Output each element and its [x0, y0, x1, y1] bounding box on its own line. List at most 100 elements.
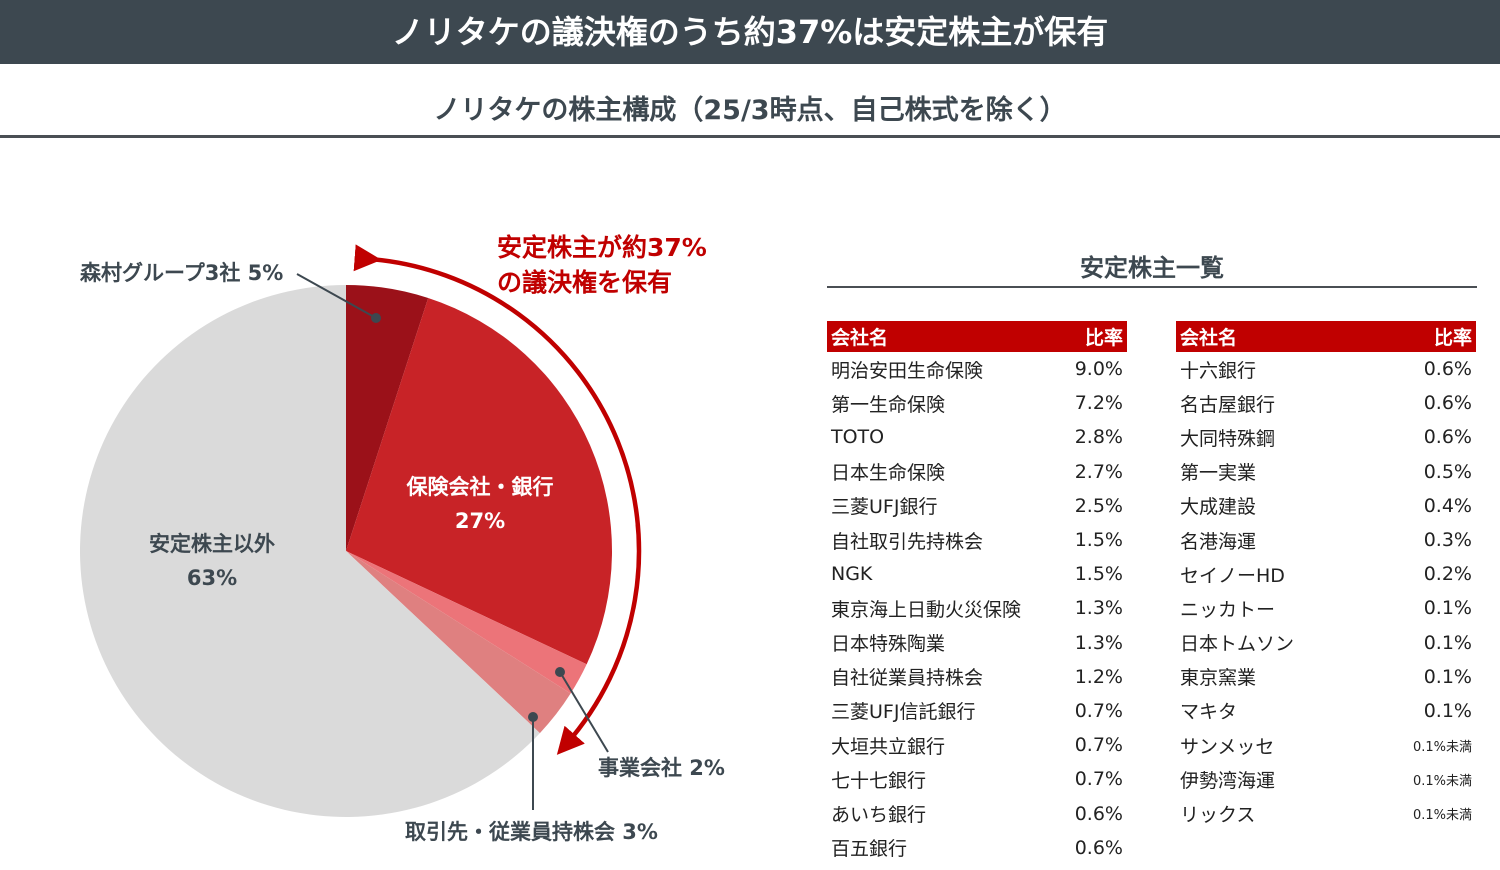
slice-label-insurance-name: 保険会社・銀行: [406, 475, 554, 499]
slice-label-other-value: 63%: [186, 566, 238, 590]
list-title: 安定株主一覧: [1080, 254, 1224, 282]
ratio-value: 0.2%: [1423, 563, 1472, 586]
company-name: あいち銀行: [831, 804, 927, 827]
ratio-value: 0.1%: [1423, 699, 1472, 722]
company-name: 大成建設: [1180, 496, 1257, 519]
table-row: 東京海上日動火災保険 1.3%: [827, 591, 1127, 625]
table-row: リックス 0.1%未満: [1176, 796, 1476, 830]
leader-dot-morimura: [371, 313, 381, 323]
ratio-value: 2.5%: [1074, 494, 1123, 517]
company-name: TOTO: [831, 426, 885, 449]
leader-line-morimura: [296, 273, 377, 319]
table-row: あいち銀行 0.6%: [827, 796, 1127, 830]
callout-line-1: 安定株主が約37%: [497, 233, 707, 262]
company-name: マキタ: [1180, 701, 1238, 724]
ratio-value: 0.6%: [1423, 426, 1472, 449]
page-banner-title: ノリタケの議決権のうち約37%は安定株主が保有: [0, 0, 1500, 64]
table-row: NGK 1.5%: [827, 557, 1127, 591]
ratio-value: 0.6%: [1423, 358, 1472, 381]
subtitle-divider: [0, 135, 1500, 138]
table-row: 日本特殊陶業 1.3%: [827, 626, 1127, 660]
table-row: 十六銀行 0.6%: [1176, 352, 1476, 386]
col-header-ratio: 比率: [1369, 321, 1476, 352]
ratio-value: 2.7%: [1074, 460, 1123, 483]
company-name: 日本特殊陶業: [831, 633, 946, 656]
company-name: 第一生命保険: [831, 393, 946, 416]
slice-label-trading: 取引先・従業員持株会 3%: [405, 820, 658, 844]
company-name: NGK: [831, 563, 873, 586]
company-name: 大垣共立銀行: [831, 735, 946, 758]
company-name: 名古屋銀行: [1180, 393, 1276, 416]
ratio-value: 0.6%: [1423, 392, 1472, 415]
callout-line-2: の議決権を保有: [497, 268, 673, 297]
col-header-ratio: 比率: [1060, 321, 1127, 352]
leader-dot-business: [555, 667, 565, 677]
slice-label-insurance-value: 27%: [454, 509, 506, 533]
ratio-value: 0.6%: [1074, 802, 1123, 825]
company-name: 三菱UFJ銀行: [831, 496, 938, 519]
ratio-value: 1.5%: [1074, 563, 1123, 586]
table-row: 三菱UFJ銀行 2.5%: [827, 489, 1127, 523]
stable-share-callout: 安定株主が約37% の議決権を保有: [497, 230, 707, 300]
ratio-value: 9.0%: [1074, 358, 1123, 381]
ratio-value: 0.6%: [1074, 836, 1123, 859]
company-name: 自社従業員持株会: [831, 667, 984, 690]
ratio-value: 0.1%: [1423, 665, 1472, 688]
ratio-value: 0.5%: [1423, 460, 1472, 483]
table-row: 自社従業員持株会 1.2%: [827, 660, 1127, 694]
company-name: 明治安田生命保険: [831, 359, 984, 382]
table-row: マキタ 0.1%: [1176, 694, 1476, 728]
chart-subtitle: ノリタケの株主構成（25/3時点、自己株式を除く）: [433, 95, 1067, 126]
table-row: セイノーHD 0.2%: [1176, 557, 1476, 591]
ratio-value: 2.8%: [1074, 426, 1123, 449]
table-row: 第一実業 0.5%: [1176, 455, 1476, 489]
stable-shareholders-table-right: 会社名 比率 十六銀行 0.6% 名古屋銀行 0.6% 大同特殊鋼 0.6% 第一実業 0.5%…: [1176, 321, 1476, 831]
ratio-value: 0.7%: [1074, 768, 1123, 791]
pie-chart: [80, 244, 642, 818]
slice-label-morimura: 森村グループ3社 5%: [80, 261, 284, 285]
table-row: サンメッセ 0.1%未満: [1176, 728, 1476, 762]
arrow-arc: [353, 244, 642, 755]
col-header-name: 会社名: [1176, 321, 1370, 352]
company-name: 名港海運: [1180, 530, 1257, 553]
leader-dot-trading: [528, 712, 538, 722]
slice-label-other-name: 安定株主以外: [149, 532, 275, 556]
company-name: 第一実業: [1180, 462, 1257, 485]
table-row: 大成建設 0.4%: [1176, 489, 1476, 523]
ratio-value: 0.1%: [1423, 631, 1472, 654]
company-name: 三菱UFJ信託銀行: [831, 701, 976, 724]
ratio-value: 1.5%: [1074, 529, 1123, 552]
list-divider: [827, 286, 1477, 288]
company-name: 十六銀行: [1180, 359, 1257, 382]
table-row: 三菱UFJ信託銀行 0.7%: [827, 694, 1127, 728]
table-row: 百五銀行 0.6%: [827, 831, 1127, 865]
table-row: ニッカトー 0.1%: [1176, 591, 1476, 625]
ratio-value: 1.3%: [1074, 597, 1123, 620]
table-row: 第一生命保険 7.2%: [827, 386, 1127, 420]
company-name: 日本トムソン: [1180, 633, 1295, 656]
ratio-value: 0.1%未満: [1412, 808, 1472, 824]
ratio-value: 0.1%: [1423, 597, 1472, 620]
stable-shareholders-table-left: 会社名 比率 明治安田生命保険 9.0% 第一生命保険 7.2% TOTO 2.8% 日本生命…: [827, 321, 1127, 865]
company-name: ニッカトー: [1180, 598, 1276, 621]
company-name: 自社取引先持株会: [831, 530, 984, 553]
slice-label-business: 事業会社 2%: [598, 756, 725, 780]
table-row: 明治安田生命保険 9.0%: [827, 352, 1127, 386]
leader-line-business: [559, 671, 609, 753]
table-row: 日本トムソン 0.1%: [1176, 626, 1476, 660]
table-row: 名港海運 0.3%: [1176, 523, 1476, 557]
table-row: 大垣共立銀行 0.7%: [827, 728, 1127, 762]
table-row: 東京窯業 0.1%: [1176, 660, 1476, 694]
ratio-value: 1.2%: [1074, 665, 1123, 688]
ratio-value: 0.1%未満: [1412, 773, 1472, 789]
company-name: 東京窯業: [1180, 667, 1257, 690]
table-row: 大同特殊鋼 0.6%: [1176, 420, 1476, 454]
ratio-value: 0.4%: [1423, 494, 1472, 517]
ratio-value: 0.1%未満: [1412, 739, 1472, 755]
company-name: 大同特殊鋼: [1180, 427, 1276, 450]
company-name: 伊勢湾海運: [1180, 769, 1276, 792]
table-row: 自社取引先持株会 1.5%: [827, 523, 1127, 557]
ratio-value: 0.7%: [1074, 699, 1123, 722]
company-name: 東京海上日動火災保険: [831, 598, 1022, 621]
ratio-value: 0.7%: [1074, 734, 1123, 757]
